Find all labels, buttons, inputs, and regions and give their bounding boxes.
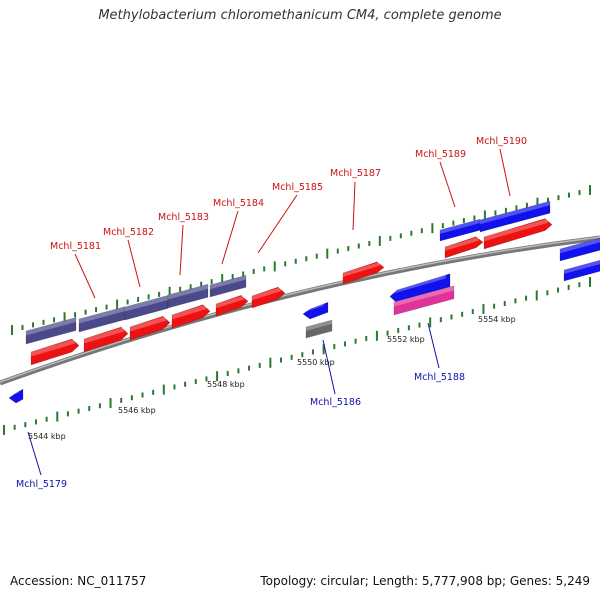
leader-mchl-5183 (179, 224, 184, 276)
accession-text: Accession: NC_011757 (10, 574, 147, 588)
gene-purple-shine (26, 317, 76, 336)
gene-label-mchl-5189[interactable]: Mchl_5189 (415, 149, 466, 160)
scale-ticks (3, 185, 591, 435)
genome-backbone (0, 235, 600, 386)
gene-red-shine (252, 287, 281, 301)
gene-label-mchl-5179[interactable]: Mchl_5179 (16, 479, 67, 490)
gene-purple-shine (210, 275, 246, 290)
gene-pink-shine (394, 285, 454, 307)
gene-red (129, 315, 171, 341)
gene-red-shine (84, 327, 124, 344)
leader-mchl-5187 (352, 181, 356, 231)
gene-red (251, 286, 286, 309)
gene-purple (25, 317, 77, 345)
scale-label: 5548 kbp (207, 380, 245, 389)
gene-red (342, 261, 385, 285)
leader-mchl-5189 (439, 161, 456, 208)
gene-pink (393, 285, 455, 316)
gene-blue-shine (390, 273, 446, 295)
genome-summary-text: Topology: circular; Length: 5,777,908 bp… (260, 574, 590, 588)
gene-red (171, 304, 211, 329)
leader-mchl-5181 (74, 253, 96, 299)
leader-mchl-5190 (499, 148, 511, 197)
leader-mchl-5185 (257, 194, 298, 254)
scale-label: 5546 kbp (118, 406, 156, 415)
gene-blue (479, 200, 551, 233)
gene-label-mchl-5181[interactable]: Mchl_5181 (50, 241, 101, 252)
gene-red-shine (31, 339, 75, 357)
gene-red-shine (484, 218, 548, 242)
gene-blue-shine (303, 302, 324, 313)
gene-blue-shine (564, 260, 600, 274)
gene-red (83, 326, 129, 353)
gene-blue (559, 237, 600, 262)
gene-blue (8, 388, 24, 404)
gene-label-mchl-5182[interactable]: Mchl_5182 (103, 227, 154, 238)
gene-blue (302, 301, 329, 320)
scale-label: 5544 kbp (28, 432, 66, 441)
gene-label-mchl-5184[interactable]: Mchl_5184 (213, 198, 264, 209)
scale-label: 5552 kbp (387, 335, 425, 344)
gene-label-mchl-5190[interactable]: Mchl_5190 (476, 136, 527, 147)
gene-red (444, 236, 484, 259)
leader-mchl-5182 (127, 239, 141, 288)
gene-blue-shine (560, 238, 600, 254)
gene-purple (124, 294, 169, 321)
gene-blue-shine (440, 219, 480, 234)
leader-mchl-5179 (27, 431, 42, 476)
gene-label-mchl-5188[interactable]: Mchl_5188 (414, 372, 465, 383)
gene-blue (563, 259, 600, 282)
label-leader-lines (27, 148, 511, 476)
gene-red-shine (172, 304, 206, 320)
gene-features (8, 200, 600, 404)
gene-purple (167, 283, 209, 309)
scale-label: 5554 kbp (478, 315, 516, 324)
gene-purple-shine (79, 306, 125, 324)
genome-backbone-highlight (0, 236, 600, 383)
gene-blue-shine (9, 389, 19, 397)
gene-red (30, 338, 80, 366)
gene-label-mchl-5183[interactable]: Mchl_5183 (158, 212, 209, 223)
leader-mchl-5188 (427, 322, 440, 369)
gene-purple (209, 274, 247, 298)
gene-blue-shine (480, 201, 550, 225)
gene-gray-shine (306, 319, 332, 331)
gene-label-mchl-5185[interactable]: Mchl_5185 (272, 182, 323, 193)
leader-mchl-5186 (322, 339, 336, 395)
map-title: Methylobacterium chloromethanicum CM4, c… (98, 8, 502, 23)
gene-gray (305, 319, 333, 339)
gene-red-shine (130, 316, 166, 332)
gene-red (215, 295, 249, 317)
gene-red (483, 218, 553, 250)
gene-label-mchl-5187[interactable]: Mchl_5187 (330, 168, 381, 179)
gene-purple-shine (125, 295, 168, 312)
gene-label-mchl-5186[interactable]: Mchl_5186 (310, 397, 361, 408)
gene-purple-shine (168, 284, 208, 300)
scale-label: 5550 kbp (297, 358, 335, 367)
leader-mchl-5184 (221, 210, 239, 265)
gene-red-shine (445, 236, 479, 251)
gene-red-shine (343, 261, 380, 277)
gene-red-shine (216, 295, 244, 309)
